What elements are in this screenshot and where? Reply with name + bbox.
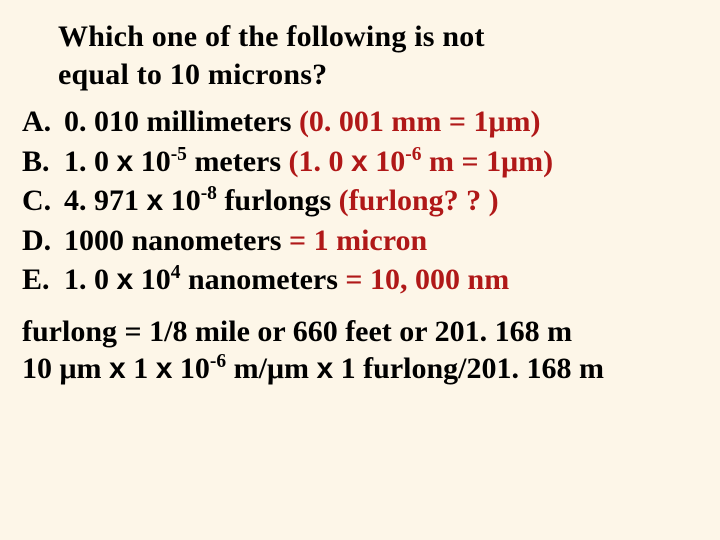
option-a-main: 0. 010 millimeters <box>64 105 299 138</box>
option-e-pre: 1. 0 <box>64 263 117 296</box>
option-b-mu: μ <box>501 145 518 178</box>
footer-block: furlong = 1/8 mile or 660 feet or 201. 1… <box>22 313 702 388</box>
option-b-pre: 1. 0 <box>64 145 117 178</box>
option-a: A.0. 010 millimeters (0. 001 mm = 1μm) <box>22 103 702 141</box>
option-e-mid2: nanometers <box>180 263 345 296</box>
option-b-hlpre: (1. 0 <box>289 145 352 178</box>
f2-e: m/ <box>226 352 267 385</box>
option-a-hl: (0. 001 mm = 1 <box>299 105 489 138</box>
option-b-sup1: -5 <box>171 144 187 165</box>
option-e-sup1: 4 <box>171 262 181 283</box>
option-e: E.1. 0 x 104 nanometers = 10, 000 nm <box>22 261 702 299</box>
f2-a: 10 <box>22 352 60 385</box>
option-d-main: 1000 nanometers <box>64 224 289 257</box>
option-d-hl: = 1 micron <box>289 224 427 257</box>
question-line-1: Which one of the following is not <box>58 18 702 56</box>
f2-mu1: μ <box>60 352 77 385</box>
f2-x2: x <box>156 352 173 385</box>
question-line-2: equal to 10 microns? <box>58 56 702 94</box>
option-b-hlpost: m = 1 <box>421 145 501 178</box>
question-block: Which one of the following is not equal … <box>58 18 702 93</box>
option-a-tail: m) <box>506 105 541 138</box>
option-c: C.4. 971 x 10-8 furlongs (furlong? ? ) <box>22 182 702 220</box>
footer-line-1: furlong = 1/8 mile or 660 feet or 201. 1… <box>22 313 702 351</box>
options-list: A.0. 010 millimeters (0. 001 mm = 1μm) B… <box>22 103 702 299</box>
option-b-hlx: x <box>351 145 368 178</box>
option-e-mid1: 10 <box>133 263 171 296</box>
option-c-mid2: furlongs <box>217 184 339 217</box>
f2-x3: x <box>316 352 333 385</box>
option-c-hl: (furlong? ? ) <box>339 184 499 217</box>
option-b-hlmid: 10 <box>368 145 406 178</box>
option-b: B.1. 0 x 10-5 meters (1. 0 x 10-6 m = 1μ… <box>22 143 702 181</box>
f2-g: 1 furlong/201. 168 m <box>333 352 604 385</box>
f2-x1: x <box>109 352 126 385</box>
option-b-letter: B. <box>22 143 64 181</box>
option-d-letter: D. <box>22 222 64 260</box>
option-c-letter: C. <box>22 182 64 220</box>
f2-mu2: μ <box>267 352 284 385</box>
option-c-sup1: -8 <box>201 183 217 204</box>
option-b-mid2: meters <box>187 145 289 178</box>
option-a-letter: A. <box>22 103 64 141</box>
option-b-mid1: 10 <box>133 145 171 178</box>
f2-b: m <box>77 352 110 385</box>
f2-f: m <box>284 352 317 385</box>
option-b-x1: x <box>117 145 134 178</box>
option-c-x1: x <box>147 184 164 217</box>
option-e-x1: x <box>117 263 134 296</box>
f2-sup: -6 <box>210 351 226 372</box>
option-c-pre: 4. 971 <box>64 184 147 217</box>
option-c-mid1: 10 <box>163 184 201 217</box>
option-b-tail: m) <box>518 145 553 178</box>
f2-c: 1 <box>126 352 156 385</box>
option-a-mu: μ <box>489 105 506 138</box>
f2-d: 10 <box>172 352 210 385</box>
option-b-hlsup: -6 <box>405 144 421 165</box>
option-e-hl: = 10, 000 nm <box>345 263 509 296</box>
footer-line-2: 10 μm x 1 x 10-6 m/μm x 1 furlong/201. 1… <box>22 350 702 388</box>
option-e-letter: E. <box>22 261 64 299</box>
option-d: D.1000 nanometers = 1 micron <box>22 222 702 260</box>
